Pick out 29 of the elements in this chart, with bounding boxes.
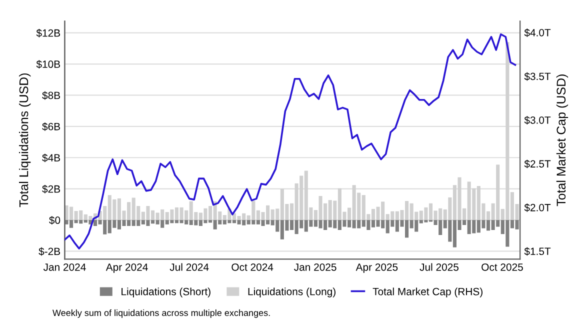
- x-tick-label: Apr 2024: [106, 263, 148, 273]
- y2-tick-label: $3.0T: [524, 116, 551, 124]
- x-tick-label: Oct 2025: [482, 263, 523, 271]
- y-tick-label: $4B: [42, 154, 60, 162]
- y-tick-label: $10B: [36, 60, 60, 69]
- legend-label: Liquidations (Long): [248, 288, 336, 298]
- y-tick-label: $6B: [42, 122, 60, 131]
- x-tick-label: Oct 2024: [232, 263, 274, 271]
- y2-tick-label: $1.5T: [524, 247, 551, 256]
- x-tick-label: Apr 2025: [356, 263, 398, 273]
- y2-tick-label: $2.0T: [524, 203, 551, 212]
- line-series: [64, 33, 516, 250]
- x-tick-label: Jan 2025: [294, 263, 336, 271]
- y2-axis-title: Total Market Cap (USD): [556, 74, 568, 206]
- legend-label: Liquidations (Short): [122, 288, 210, 298]
- y-tick-label: $-2B: [38, 247, 60, 256]
- y2-tick-label: $3.5T: [524, 72, 551, 81]
- y2-tick-label: $4.0T: [524, 28, 551, 37]
- x-tick-label: Jul 2025: [420, 263, 458, 271]
- y-tick-label: $0: [49, 216, 60, 225]
- y2-tick-label: $2.5T: [524, 160, 551, 168]
- text: Weekly sum of liquidations across multiple exchanges.: [52, 309, 270, 318]
- x-tick-label: Jan 2024: [43, 263, 86, 271]
- y-axis-title: Total Liquidations (USD): [19, 73, 31, 208]
- y-tick-label: $12B: [36, 28, 60, 38]
- legend-label: Total Market Cap (RHS): [372, 288, 482, 298]
- y-tick-label: $2B: [42, 184, 60, 194]
- y-tick-label: $8B: [42, 91, 60, 100]
- x-tick-label: Jul 2024: [170, 263, 209, 271]
